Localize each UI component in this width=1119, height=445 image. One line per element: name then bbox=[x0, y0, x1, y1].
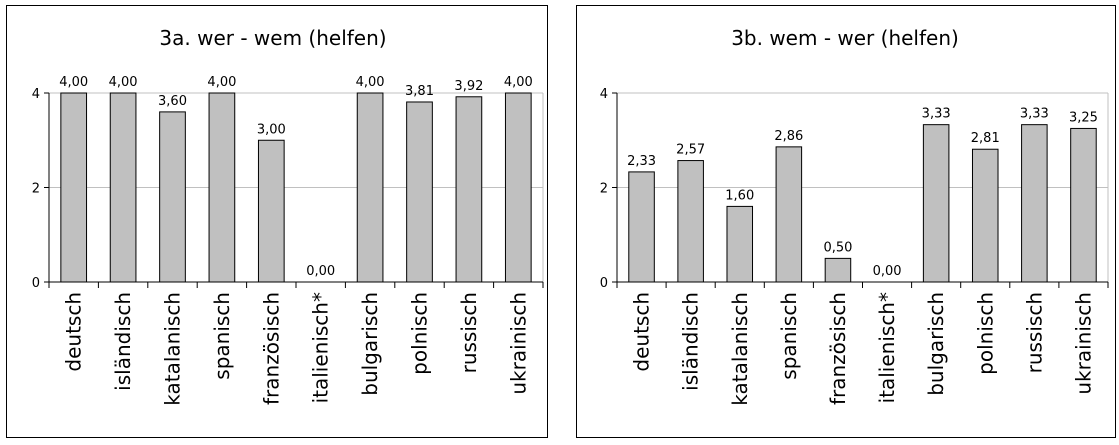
category-label: italienisch* bbox=[875, 292, 899, 403]
value-label: 3,33 bbox=[922, 107, 951, 122]
bar-bulgarisch bbox=[356, 92, 384, 283]
chart-3b: 3b. wem - wer (helfen) 0 2 4 2,33 deutsch 2,57… bbox=[576, 5, 1116, 438]
value-label: 4,00 bbox=[59, 75, 88, 90]
category-label: ukrainisch bbox=[1071, 292, 1095, 395]
bar-polnisch bbox=[406, 101, 433, 283]
chart-3b-plot: 3b. wem - wer (helfen) 0 2 4 2,33 deutsch 2,57… bbox=[600, 26, 1109, 406]
value-label: 4,00 bbox=[109, 75, 138, 90]
category-label: französisch bbox=[259, 292, 283, 405]
chart-title: 3a. wer - wem (helfen) bbox=[159, 26, 386, 50]
y-tick-label: 2 bbox=[600, 182, 608, 197]
category-label: russisch bbox=[1022, 292, 1046, 373]
category-label: isländisch bbox=[679, 292, 703, 391]
value-label: 3,25 bbox=[1069, 110, 1098, 125]
chart-title: 3b. wem - wer (helfen) bbox=[731, 26, 959, 50]
category-label: russisch bbox=[457, 292, 481, 373]
bar-polnisch bbox=[971, 148, 999, 283]
chart-3a-plot: 3a. wer - wem (helfen) 0 2 4 4,00 deutsch 4,00… bbox=[32, 26, 544, 406]
category-label: polnisch bbox=[973, 292, 997, 375]
chart-3a: 3a. wer - wem (helfen) 0 2 4 4,00 deutsch 4,00… bbox=[6, 5, 548, 438]
y-tick-label: 2 bbox=[32, 182, 40, 197]
category-label: bulgarisch bbox=[358, 292, 382, 396]
value-label: 4,00 bbox=[356, 75, 385, 90]
value-label: 3,60 bbox=[158, 94, 187, 109]
category-label: isländisch bbox=[111, 292, 135, 391]
y-tick-label: 0 bbox=[600, 276, 608, 291]
category-label: katalanisch bbox=[728, 292, 752, 406]
bar-deutsch bbox=[60, 92, 88, 283]
category-label: ukrainisch bbox=[506, 292, 530, 395]
value-label: 4,00 bbox=[207, 75, 236, 90]
value-label: 2,33 bbox=[627, 154, 656, 169]
y-tick-label: 4 bbox=[32, 87, 40, 102]
bar-deutsch bbox=[628, 171, 655, 283]
category-label: bulgarisch bbox=[924, 292, 948, 396]
value-label: 1,60 bbox=[725, 188, 754, 203]
y-tick-label: 4 bbox=[600, 87, 608, 102]
value-label: 3,81 bbox=[405, 84, 434, 99]
value-label: 2,86 bbox=[774, 129, 803, 144]
bar-spanisch bbox=[775, 146, 803, 283]
value-label: 0,00 bbox=[873, 264, 902, 279]
bar-ukrainisch bbox=[504, 92, 532, 283]
bar-isländisch bbox=[109, 92, 137, 283]
bar-katalanisch bbox=[726, 205, 754, 283]
bar-französisch bbox=[824, 257, 852, 283]
value-label: 2,57 bbox=[676, 143, 705, 158]
value-label: 3,00 bbox=[257, 122, 286, 137]
bar-spanisch bbox=[208, 92, 236, 283]
bar-französisch bbox=[257, 139, 285, 283]
bar-isländisch bbox=[677, 160, 704, 283]
category-label: spanisch bbox=[777, 292, 801, 380]
category-label: spanisch bbox=[210, 292, 234, 380]
bar-ukrainisch bbox=[1070, 127, 1097, 283]
bar-russisch bbox=[1021, 124, 1048, 283]
category-label: katalanisch bbox=[161, 292, 185, 406]
value-label: 4,00 bbox=[504, 75, 533, 90]
bar-katalanisch bbox=[159, 111, 186, 283]
y-tick-label: 0 bbox=[32, 276, 40, 291]
value-label: 2,81 bbox=[971, 131, 1000, 146]
value-label: 3,33 bbox=[1020, 107, 1049, 122]
bar-russisch bbox=[455, 96, 483, 283]
bar-bulgarisch bbox=[922, 124, 950, 283]
value-label: 0,00 bbox=[306, 264, 335, 279]
category-label: deutsch bbox=[630, 292, 654, 372]
category-label: französisch bbox=[826, 292, 850, 405]
category-label: italienisch* bbox=[309, 292, 333, 403]
value-label: 0,50 bbox=[823, 240, 852, 255]
value-label: 3,92 bbox=[454, 79, 483, 94]
category-label: polnisch bbox=[408, 292, 432, 375]
category-label: deutsch bbox=[62, 292, 86, 372]
